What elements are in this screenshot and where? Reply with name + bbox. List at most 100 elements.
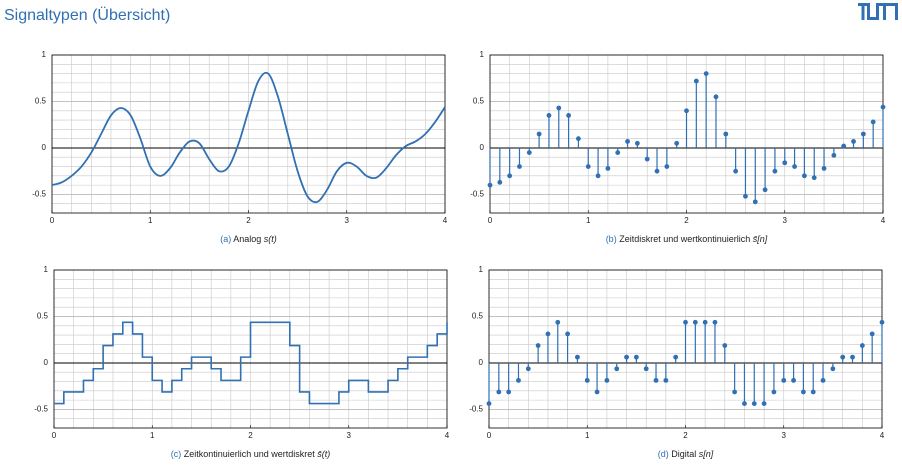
stem-marker [762, 187, 768, 193]
stem-marker [663, 377, 669, 383]
x-tick-label: 2 [683, 431, 688, 440]
x-tick-label: 1 [586, 216, 591, 225]
y-tick-label: 1 [479, 265, 484, 274]
stem-marker [653, 377, 659, 383]
stem-marker [566, 113, 571, 118]
stem-marker [673, 354, 679, 360]
stem-marker [869, 331, 875, 337]
stem-marker [545, 331, 551, 337]
stem-marker [634, 140, 640, 146]
x-tick-label: 1 [148, 216, 153, 225]
stem-marker [830, 366, 836, 372]
stem-marker [526, 150, 532, 155]
stem-marker [664, 164, 670, 169]
stem-marker [732, 389, 738, 395]
x-tick-label: 3 [347, 431, 352, 440]
stem-marker [859, 343, 865, 348]
caption-text: Zeitdiskret und wertkontinuierlich [619, 234, 750, 244]
stem-marker [692, 319, 698, 325]
y-tick-label: -0.5 [470, 190, 484, 199]
stem-marker [811, 175, 817, 181]
stem-marker [674, 140, 680, 146]
stem-marker [556, 105, 562, 111]
stem-marker [850, 354, 855, 360]
x-tick-label: 1 [150, 431, 155, 440]
stem-marker [643, 366, 649, 372]
x-tick-label: 4 [445, 431, 450, 440]
x-tick-label: 2 [246, 216, 251, 225]
stem-marker [576, 136, 581, 142]
stem-marker [723, 131, 729, 137]
stem-marker [594, 389, 600, 395]
caption-label: (b) [606, 234, 617, 244]
x-tick-label: 4 [443, 216, 448, 225]
y-tick-label: 1 [44, 265, 49, 274]
stem-marker [516, 377, 521, 383]
stem-marker [517, 164, 522, 169]
stem-marker [880, 104, 886, 110]
caption-text: Analog [233, 234, 261, 244]
caption: (a) Analog s(t) [220, 234, 277, 244]
x-tick-label: 4 [881, 216, 886, 225]
stem-marker [615, 150, 621, 155]
stem-marker [772, 168, 778, 174]
plot-frame [51, 54, 446, 214]
caption-math: s(t) [264, 234, 277, 244]
x-tick-label: 2 [684, 216, 689, 225]
stem-marker [525, 366, 531, 372]
stem-marker [684, 108, 689, 114]
stem-marker [831, 152, 837, 158]
x-tick-label: 2 [248, 431, 253, 440]
stem-marker [507, 173, 513, 179]
y-tick-label: 0.5 [35, 97, 47, 106]
stem-marker [595, 173, 601, 179]
x-tick-label: 1 [585, 431, 590, 440]
caption-label: (d) [658, 449, 669, 459]
chart: -0.5 0 0.5 1 0 1 2 3 4 (b) Zeitdiskret und wertko… [470, 50, 886, 244]
stem-marker [782, 160, 788, 166]
caption: (c) Zeitkontinuierlich und wertdiskret s… [171, 449, 331, 459]
stem-marker [792, 164, 797, 169]
x-tick-label: 4 [880, 431, 885, 440]
stem-marker [605, 165, 611, 171]
stem-marker [820, 377, 826, 383]
stem-marker [625, 139, 630, 144]
stem-marker [535, 343, 541, 348]
stem-marker [487, 182, 493, 188]
stem-marker [771, 389, 777, 395]
y-tick-label: 1 [42, 50, 47, 59]
caption-text: Digital [671, 449, 696, 459]
stem-marker [614, 366, 620, 372]
stem-marker [840, 354, 846, 360]
x-tick-label: 0 [487, 431, 492, 440]
tum-logo [858, 3, 898, 20]
caption-math: s[n] [699, 449, 714, 459]
stem-marker [879, 319, 885, 325]
y-tick-label: 1 [480, 50, 485, 59]
stem-marker [781, 377, 787, 383]
stem-marker [801, 389, 806, 395]
stem-marker [497, 179, 503, 185]
y-tick-label: -0.5 [32, 190, 46, 199]
stem-marker [565, 331, 570, 337]
stem-marker [683, 319, 688, 325]
stem-marker [624, 354, 629, 360]
y-tick-label: 0.5 [472, 312, 484, 321]
x-tick-label: 0 [488, 216, 493, 225]
caption-label: (a) [220, 234, 231, 244]
stem-marker [585, 164, 591, 169]
y-tick-label: 0.5 [473, 97, 485, 106]
y-tick-label: 0 [480, 143, 485, 152]
y-tick-label: 0.5 [37, 312, 49, 321]
signal-step-line [54, 321, 448, 405]
stem-marker [703, 71, 709, 76]
stem-marker [791, 377, 796, 383]
stem-marker [743, 193, 748, 199]
stem-marker [584, 377, 590, 383]
caption-text: Zeitkontinuierlich und wertdiskret [184, 449, 316, 459]
y-tick-label: -0.5 [469, 405, 483, 414]
x-tick-label: 0 [50, 216, 55, 225]
stem-marker [654, 168, 660, 174]
stem-marker [555, 319, 561, 325]
